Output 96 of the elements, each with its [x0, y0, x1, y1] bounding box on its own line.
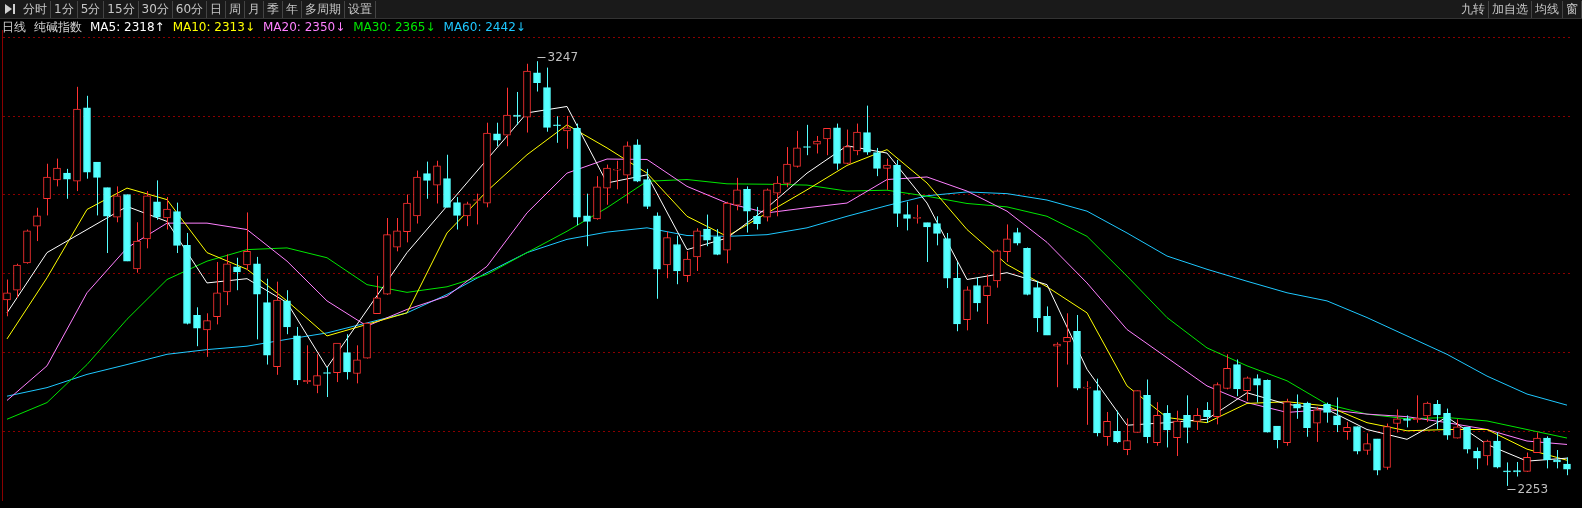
candlestick — [1363, 432, 1371, 456]
candlestick — [1433, 399, 1441, 430]
candlestick — [393, 217, 401, 252]
candlestick — [1323, 402, 1331, 424]
candlestick — [343, 333, 351, 381]
text: 分时 1分 5分 15分 30分 60分 日 周 月 季 年 多周期 设置 — [23, 1, 373, 16]
candlestick — [883, 158, 891, 191]
candlestick — [1543, 435, 1551, 469]
candlestick — [703, 214, 711, 247]
candlestick — [713, 228, 721, 256]
chart-title: 纯碱指数 — [34, 19, 82, 35]
candlestick — [513, 91, 521, 126]
annotation: 2253 — [1517, 481, 1549, 496]
candlestick — [233, 257, 241, 291]
candlestick — [1203, 401, 1211, 424]
candlestick — [983, 273, 991, 325]
annotation: 3247 — [547, 49, 579, 64]
candlestick — [1163, 404, 1171, 448]
candlestick — [1463, 426, 1471, 454]
candlestick — [1423, 401, 1431, 423]
candlestick — [463, 201, 471, 227]
candlestick — [213, 261, 221, 325]
candlestick — [1043, 305, 1051, 336]
candlestick — [1003, 223, 1011, 263]
candlestick — [313, 353, 321, 394]
candlestick — [33, 207, 41, 242]
candlestick — [933, 215, 941, 246]
candlestick — [533, 60, 541, 93]
candlestick — [93, 161, 101, 216]
candlestick — [503, 87, 511, 147]
text: MA20: 2350↓ — [262, 19, 346, 35]
candlestick — [1503, 461, 1511, 487]
candlestick — [1243, 376, 1251, 402]
candlestick — [1473, 446, 1481, 470]
candlestick — [433, 160, 441, 204]
candlestick — [43, 163, 51, 216]
candlestick — [683, 250, 691, 283]
candlestick — [1443, 408, 1451, 441]
candlestick — [1103, 411, 1111, 447]
text: MA60: 2442↓ — [443, 19, 526, 35]
candlestick — [63, 168, 71, 200]
candlestick — [973, 276, 981, 313]
candlestick — [153, 179, 161, 221]
text: MA5: 2318↑ — [90, 19, 165, 35]
candlestick — [1313, 406, 1321, 443]
candlestick — [793, 130, 801, 169]
candlestick — [613, 160, 621, 190]
candlestick — [873, 147, 881, 177]
candlestick — [1223, 353, 1231, 390]
candlestick — [1393, 408, 1401, 433]
candlestick — [3, 279, 11, 317]
candlestick — [193, 306, 201, 347]
candlestick — [1233, 358, 1241, 397]
candlestick — [113, 185, 121, 223]
candlestick — [1083, 380, 1091, 426]
candlestick — [1053, 341, 1061, 388]
candlestick — [773, 175, 781, 217]
candlestick — [553, 115, 561, 144]
candlestick — [923, 222, 931, 263]
candlestick — [163, 196, 171, 231]
candlestick — [53, 158, 61, 187]
candlestick — [373, 275, 381, 315]
candlestick — [1353, 426, 1361, 455]
text: MA30: 2365↓ — [353, 19, 436, 35]
candlestick — [783, 146, 791, 188]
candlestick — [1303, 401, 1311, 438]
candlestick — [1273, 425, 1281, 449]
chart-subtitle: 日线 — [2, 19, 26, 35]
candlestick — [203, 312, 211, 358]
candlestick — [1063, 312, 1071, 366]
candlestick — [823, 127, 831, 156]
candlestick — [1193, 407, 1201, 431]
candlestick — [903, 201, 911, 231]
candlestick — [843, 129, 851, 165]
candlestick — [493, 122, 501, 147]
candlestick — [1173, 410, 1181, 457]
candlestick — [13, 263, 21, 299]
candlestick — [1123, 417, 1131, 456]
candlestick — [863, 105, 871, 156]
candlestick — [1183, 394, 1191, 444]
candlestick — [453, 196, 461, 231]
candlestick — [583, 193, 591, 247]
candlestick — [603, 164, 611, 206]
candlestick — [753, 206, 761, 231]
candlestick — [853, 123, 861, 156]
text: 九转 加自选 均线 窗 — [1460, 0, 1579, 18]
candlestick — [1253, 373, 1261, 404]
candlestick — [1113, 410, 1121, 444]
text: MA10: 2313↓ — [172, 19, 255, 35]
candlestick — [353, 344, 361, 384]
candlestick — [243, 211, 251, 271]
candlestick — [1483, 439, 1491, 466]
candlestick — [423, 161, 431, 200]
candlestick — [1333, 396, 1341, 433]
candlestick — [733, 177, 741, 211]
candlestick — [743, 185, 751, 234]
